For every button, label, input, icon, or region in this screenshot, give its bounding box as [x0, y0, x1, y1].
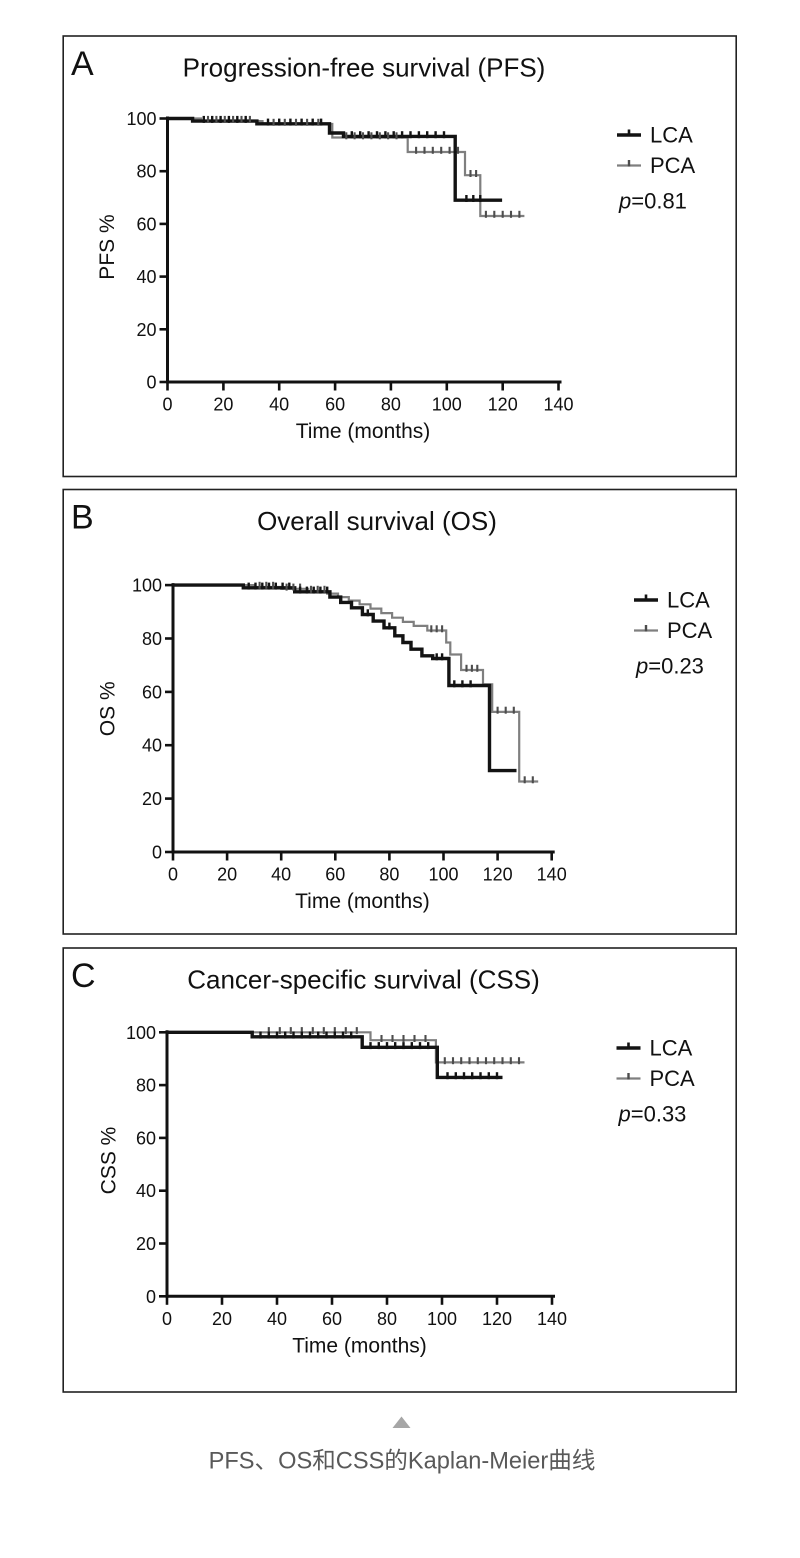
svg-text:Kaplan-Meier: Kaplan-Meier [408, 1449, 548, 1475]
svg-text:120: 120 [488, 395, 518, 415]
svg-text:120: 120 [482, 1309, 512, 1329]
svg-text:60: 60 [325, 865, 345, 885]
svg-text:Progression-free survival (PFS: Progression-free survival (PFS) [183, 53, 546, 83]
svg-text:0: 0 [146, 1287, 156, 1307]
svg-text:40: 40 [136, 1181, 156, 1201]
svg-text:B: B [71, 499, 94, 537]
svg-text:Overall survival (OS): Overall survival (OS) [257, 506, 497, 536]
svg-text:140: 140 [543, 395, 573, 415]
svg-text:Time (months): Time (months) [295, 890, 430, 913]
svg-text:Time (months): Time (months) [296, 420, 431, 443]
svg-text:CSS: CSS [336, 1449, 385, 1475]
svg-text:40: 40 [136, 267, 156, 287]
svg-text:80: 80 [381, 395, 401, 415]
svg-text:A: A [71, 45, 94, 83]
svg-text:CSS %: CSS % [98, 1127, 121, 1195]
svg-text:Cancer-specific survival (CSS): Cancer-specific survival (CSS) [187, 965, 540, 995]
svg-text:PCA: PCA [667, 618, 713, 643]
svg-text:PCA: PCA [650, 153, 696, 178]
svg-text:LCA: LCA [650, 1036, 693, 1061]
svg-text:60: 60 [325, 395, 345, 415]
svg-text:100: 100 [427, 1309, 457, 1329]
svg-text:80: 80 [136, 1076, 156, 1096]
svg-text:0: 0 [162, 395, 172, 415]
svg-text:0: 0 [162, 1309, 172, 1329]
svg-text:80: 80 [136, 162, 156, 182]
svg-text:100: 100 [428, 865, 458, 885]
svg-text:40: 40 [271, 865, 291, 885]
svg-text:OS: OS [278, 1449, 312, 1475]
svg-text:LCA: LCA [667, 588, 710, 613]
svg-text:140: 140 [537, 1309, 567, 1329]
svg-text:100: 100 [126, 109, 156, 129]
svg-text:Time (months): Time (months) [292, 1334, 427, 1357]
svg-text:20: 20 [142, 789, 162, 809]
svg-text:0: 0 [152, 843, 162, 863]
svg-text:PCA: PCA [650, 1066, 696, 1091]
svg-text:20: 20 [136, 320, 156, 340]
svg-text:60: 60 [322, 1309, 342, 1329]
svg-text:p=0.23: p=0.23 [635, 654, 704, 679]
svg-text:80: 80 [379, 865, 399, 885]
svg-text:C: C [71, 957, 96, 995]
svg-text:40: 40 [267, 1309, 287, 1329]
svg-text:LCA: LCA [650, 123, 693, 148]
svg-text:120: 120 [483, 865, 513, 885]
svg-text:0: 0 [146, 373, 156, 393]
svg-text:PFS: PFS [209, 1449, 255, 1475]
svg-text:60: 60 [136, 214, 156, 234]
svg-text:20: 20 [136, 1234, 156, 1254]
svg-text:60: 60 [142, 682, 162, 702]
svg-text:40: 40 [269, 395, 289, 415]
svg-text:100: 100 [126, 1023, 156, 1043]
svg-text:80: 80 [377, 1309, 397, 1329]
svg-text:100: 100 [132, 576, 162, 596]
svg-text:20: 20 [213, 395, 233, 415]
svg-text:PFS %: PFS % [96, 214, 119, 279]
svg-text:20: 20 [217, 865, 237, 885]
svg-text:40: 40 [142, 736, 162, 756]
svg-text:20: 20 [212, 1309, 232, 1329]
svg-text:0: 0 [168, 865, 178, 885]
svg-text:100: 100 [432, 395, 462, 415]
svg-text:60: 60 [136, 1128, 156, 1148]
svg-text:OS %: OS % [97, 681, 120, 736]
svg-text:140: 140 [537, 865, 567, 885]
svg-text:80: 80 [142, 629, 162, 649]
svg-text:p=0.33: p=0.33 [618, 1102, 687, 1127]
svg-text:p=0.81: p=0.81 [618, 189, 687, 214]
